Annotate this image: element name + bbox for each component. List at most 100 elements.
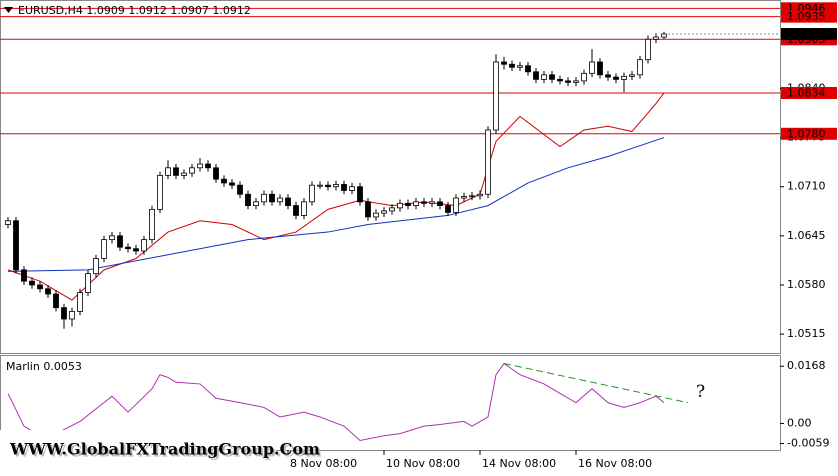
watermark-shadow: WWW.GlobalFXTradingGroup.Com xyxy=(11,442,322,461)
candle-body xyxy=(597,61,603,76)
level-label-box xyxy=(781,86,837,99)
candle-body xyxy=(309,184,315,203)
candle-body xyxy=(501,61,507,65)
candle-body xyxy=(261,193,267,203)
candle-body xyxy=(157,174,163,210)
moving-average xyxy=(7,137,665,272)
current-price-box xyxy=(781,28,837,41)
candle-body xyxy=(421,201,427,204)
candle-body xyxy=(189,167,195,174)
candle-body xyxy=(85,273,91,293)
candle-body xyxy=(245,193,251,207)
candle-body xyxy=(277,197,283,203)
y2-tick-label: -0.0059 xyxy=(787,437,829,450)
candle-body xyxy=(549,74,555,80)
level-label-box xyxy=(781,127,837,140)
candle-body xyxy=(477,193,483,197)
chart-title: EURUSD,H4 1.0909 1.0912 1.0907 1.0912 xyxy=(18,4,251,17)
candle-body xyxy=(413,201,419,207)
level-label: 1.0834 xyxy=(787,86,826,99)
y2-tick-label: 0.00 xyxy=(787,416,812,429)
candle-body xyxy=(613,76,619,80)
main-frame xyxy=(0,0,781,354)
candle-body xyxy=(237,184,243,195)
x-tick-label: 16 Nov 08:00 xyxy=(578,457,652,470)
candle-body xyxy=(69,311,75,320)
candle-body xyxy=(533,71,539,80)
candle-body xyxy=(61,307,67,320)
current-price-label: 1.0912 xyxy=(787,28,826,41)
annotation: ? xyxy=(696,382,705,402)
candle-body xyxy=(437,201,443,207)
candle-body xyxy=(205,163,211,169)
candle-body xyxy=(141,239,147,252)
candle-body xyxy=(581,72,587,82)
candle-body xyxy=(661,33,667,38)
candle-body xyxy=(469,195,475,198)
menu-icon[interactable] xyxy=(4,7,13,13)
candle-body xyxy=(541,74,547,80)
candle-body xyxy=(429,201,435,204)
candle-body xyxy=(45,288,51,295)
y-tick-label: 1.0515 xyxy=(787,327,826,340)
candle-body xyxy=(93,258,99,275)
candle-body xyxy=(461,196,467,199)
candle-body xyxy=(341,184,347,191)
indicator-line xyxy=(7,362,665,442)
candle-body xyxy=(5,220,11,225)
candle-body xyxy=(53,293,59,309)
candle-body xyxy=(605,74,611,78)
candle-body xyxy=(117,235,123,248)
candle-body xyxy=(285,197,291,207)
candle-body xyxy=(269,193,275,203)
candle-body xyxy=(29,280,35,286)
candle-body xyxy=(405,202,411,207)
candle-body xyxy=(629,74,635,77)
candle-body xyxy=(485,129,491,195)
candle-body xyxy=(229,182,235,186)
y2-tick-label: 0.0168 xyxy=(787,359,826,372)
candle-body xyxy=(493,61,499,131)
y-tick-label: 1.0710 xyxy=(787,180,826,193)
candle-body xyxy=(365,201,371,218)
candle-body xyxy=(101,239,107,259)
indicator-label: Marlin 0.0053 xyxy=(6,360,82,373)
candle-body xyxy=(13,220,19,271)
candle-body xyxy=(253,201,259,207)
candle-body xyxy=(317,184,323,187)
candle-body xyxy=(373,212,379,218)
watermark: WWW.GlobalFXTradingGroup.Com xyxy=(9,440,320,459)
candle-body xyxy=(589,61,595,74)
x-tick-label: 8 Nov 08:00 xyxy=(290,457,357,470)
candle-body xyxy=(293,205,299,216)
candle-body xyxy=(197,163,203,169)
candle-body xyxy=(125,246,131,250)
candle-body xyxy=(109,235,115,241)
candle-body xyxy=(149,208,155,241)
candle-body xyxy=(565,80,571,83)
candle-body xyxy=(525,65,531,73)
candle-body xyxy=(213,167,219,180)
candle-body xyxy=(181,172,187,176)
candle-body xyxy=(301,201,307,216)
y-tick-label: 1.0580 xyxy=(787,278,826,291)
x-tick-label: 14 Nov 08:00 xyxy=(482,457,556,470)
trend-line xyxy=(503,363,689,404)
candle-body xyxy=(37,284,43,290)
candle-body xyxy=(133,248,139,252)
moving-average xyxy=(7,92,665,301)
candle-body xyxy=(357,186,363,203)
candle-body xyxy=(445,205,451,213)
candle-body xyxy=(557,78,563,82)
candle-body xyxy=(397,202,403,209)
candle-body xyxy=(77,292,83,312)
candle-body xyxy=(509,63,515,68)
candle-body xyxy=(573,80,579,83)
candle-body xyxy=(165,167,171,176)
level-label: 1.0780 xyxy=(787,127,826,140)
indicator-frame xyxy=(0,355,781,451)
candle-body xyxy=(621,75,627,80)
candle-body xyxy=(173,167,179,176)
level-label: 1.0935 xyxy=(787,10,826,23)
